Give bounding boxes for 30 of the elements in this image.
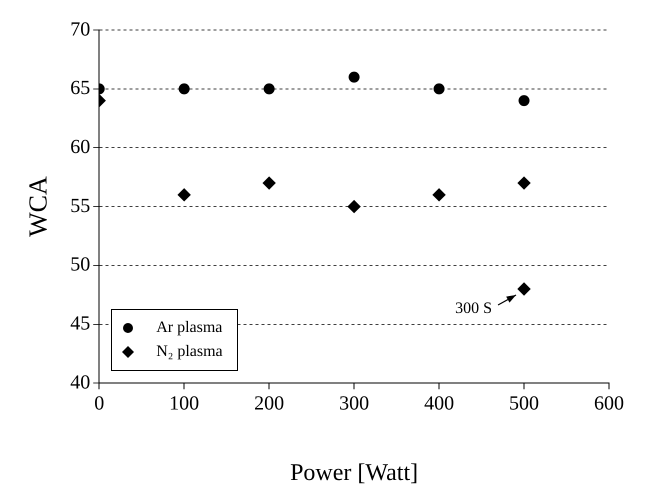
point bbox=[178, 83, 190, 94]
point bbox=[348, 200, 361, 214]
point bbox=[434, 83, 445, 94]
y-tick-label: 55 bbox=[70, 194, 90, 217]
y-tick-label: 60 bbox=[70, 136, 90, 158]
x-tick-label: 500 bbox=[509, 392, 540, 414]
legend-label: N₂ plasma bbox=[156, 342, 223, 362]
y-tick-label: 65 bbox=[70, 77, 90, 100]
x-tick-label: 100 bbox=[169, 392, 200, 414]
x-tick-label: 0 bbox=[94, 392, 104, 414]
point bbox=[348, 72, 360, 83]
annotation: 300 S bbox=[455, 300, 492, 318]
y-tick-label: 70 bbox=[70, 18, 90, 40]
y-tick-label: 45 bbox=[70, 312, 90, 335]
x-tick-label: 200 bbox=[254, 392, 284, 414]
legend-label: Ar plasma bbox=[156, 318, 222, 338]
y-tick-label: 40 bbox=[70, 371, 90, 394]
point bbox=[262, 176, 276, 190]
point bbox=[178, 188, 191, 202]
point bbox=[264, 83, 275, 94]
point bbox=[518, 95, 530, 106]
x-tick-label: 600 bbox=[594, 392, 624, 414]
x-axis-title: Power [Watt] bbox=[290, 460, 418, 486]
point bbox=[432, 188, 446, 202]
y-axis-title: WCA bbox=[23, 176, 52, 237]
point bbox=[518, 282, 531, 296]
x-tick-label: 400 bbox=[424, 392, 454, 414]
y-tick-label: 50 bbox=[70, 254, 90, 276]
x-tick-label: 300 bbox=[339, 392, 370, 414]
point bbox=[518, 176, 531, 190]
